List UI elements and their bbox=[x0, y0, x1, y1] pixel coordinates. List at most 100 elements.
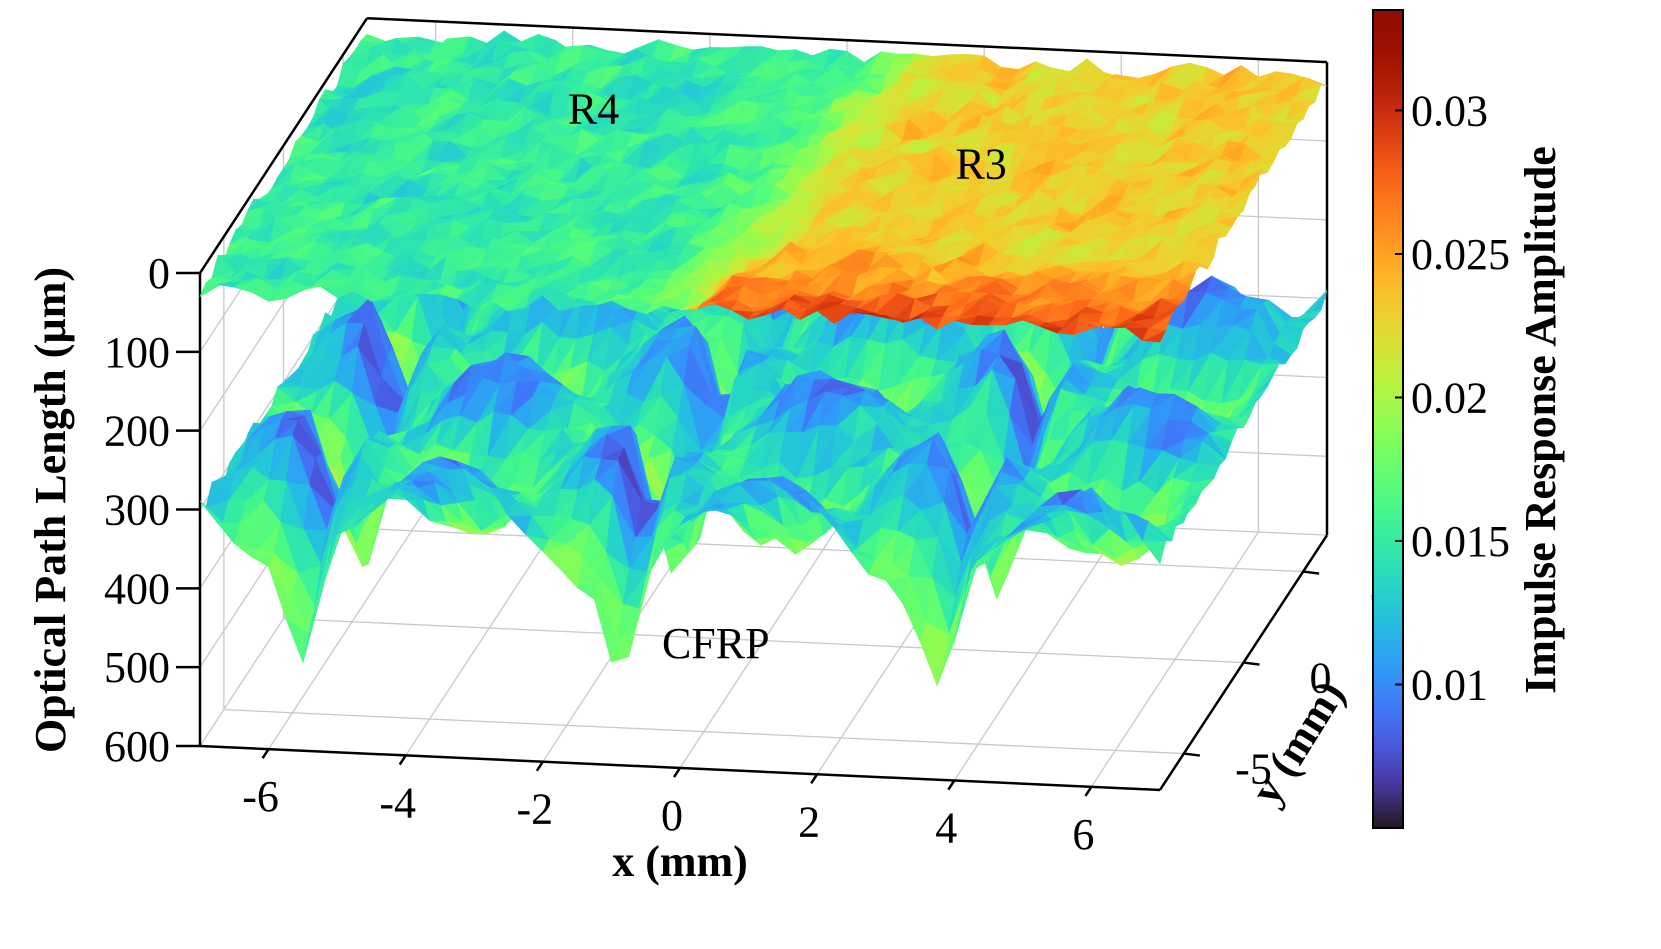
cfrp-facet bbox=[635, 498, 659, 538]
cfrp-facet bbox=[591, 382, 616, 405]
cfrp-facet bbox=[1244, 330, 1269, 361]
cfrp-facet bbox=[303, 484, 328, 531]
cfrp-facet bbox=[593, 300, 618, 336]
cfrp-facet bbox=[760, 505, 784, 526]
cfrp-facet bbox=[1196, 440, 1221, 466]
cfrp-facet bbox=[620, 343, 645, 377]
cfrp-facet bbox=[605, 495, 630, 570]
cfrp-facet bbox=[317, 356, 342, 391]
cfrp-facet bbox=[1250, 308, 1275, 345]
cfrp-facet bbox=[1053, 456, 1077, 482]
cfrp-facet bbox=[725, 508, 750, 527]
grid-line bbox=[223, 708, 1184, 755]
cfrp-facet bbox=[799, 334, 823, 356]
cfrp-facet bbox=[1095, 370, 1120, 380]
cfrp-facet bbox=[783, 525, 807, 543]
cfrp-surface bbox=[199, 204, 1328, 687]
cfrp-facet bbox=[1262, 300, 1287, 324]
cfrp-facet bbox=[1017, 479, 1042, 497]
cfrp-facet bbox=[800, 525, 825, 543]
cfrp-facet bbox=[865, 390, 889, 401]
cfrp-facet bbox=[311, 380, 336, 414]
cfrp-facet bbox=[388, 331, 413, 344]
cfrp-facet bbox=[363, 297, 388, 358]
cfrp-facet bbox=[1213, 423, 1238, 433]
cfrp-facet bbox=[1121, 442, 1146, 492]
cfrp-facet bbox=[269, 435, 293, 480]
r3-r4-surface bbox=[199, 30, 1328, 343]
cfrp-facet bbox=[722, 406, 747, 437]
cfrp-facet bbox=[389, 443, 414, 470]
cfrp-facet bbox=[926, 438, 951, 470]
cfrp-facet bbox=[554, 488, 579, 517]
cfrp-facet bbox=[383, 446, 408, 476]
cfrp-facet bbox=[1176, 324, 1201, 359]
cfrp-facet bbox=[1172, 458, 1198, 480]
cfrp-facet bbox=[322, 418, 347, 448]
cfrp-facet bbox=[962, 406, 987, 443]
cfrp-facet bbox=[461, 343, 485, 354]
cfrp-facet bbox=[587, 326, 612, 362]
cfrp-facet bbox=[738, 460, 763, 479]
cfrp-facet bbox=[685, 305, 710, 328]
cfrp-facet bbox=[314, 504, 339, 608]
cfrp-facet bbox=[434, 481, 459, 506]
cfrp-facet bbox=[271, 386, 296, 407]
cfrp-facet bbox=[438, 323, 462, 354]
cfrp-facet bbox=[474, 296, 498, 334]
cfrp-facet bbox=[1297, 309, 1322, 320]
cfrp-facet bbox=[816, 310, 840, 343]
cfrp-facet bbox=[903, 463, 928, 496]
cfrp-facet bbox=[263, 411, 288, 429]
cfrp-facet bbox=[309, 457, 333, 508]
cfrp-facet bbox=[1238, 359, 1263, 400]
cfrp-facet bbox=[1015, 361, 1039, 422]
cfrp-facet bbox=[423, 498, 448, 522]
cfrp-facet bbox=[761, 431, 786, 470]
cfrp-facet bbox=[337, 454, 362, 505]
cfrp-facet bbox=[1199, 292, 1224, 326]
cfrp-facet bbox=[1087, 440, 1112, 485]
cfrp-facet bbox=[474, 499, 499, 532]
cfrp-facet bbox=[455, 348, 480, 372]
cfrp-facet bbox=[522, 355, 547, 373]
cfrp-facet bbox=[793, 341, 817, 363]
cfrp-facet bbox=[727, 445, 751, 457]
cfrp-facet bbox=[683, 343, 708, 407]
cfrp-facet bbox=[1204, 352, 1229, 402]
cfrp-facet bbox=[980, 329, 1005, 351]
cfrp-facet bbox=[1267, 343, 1293, 358]
cfrp-facet bbox=[706, 395, 731, 406]
cfrp-facet bbox=[700, 404, 725, 451]
cfrp-facet bbox=[1215, 399, 1240, 428]
cfrp-facet bbox=[549, 461, 573, 490]
cfrp-facet bbox=[773, 375, 798, 421]
cfrp-facet bbox=[733, 425, 758, 452]
cfrp-facet bbox=[824, 467, 849, 500]
cfrp-facet bbox=[674, 501, 698, 511]
cfrp-facet bbox=[971, 484, 996, 553]
cfrp-facet bbox=[399, 487, 424, 500]
axis-line bbox=[198, 17, 369, 274]
cfrp-facet bbox=[535, 321, 560, 377]
cfrp-facet bbox=[742, 502, 768, 527]
cfrp-facet bbox=[951, 386, 976, 421]
cfrp-facet bbox=[853, 404, 878, 442]
cfrp-facet bbox=[657, 501, 681, 528]
cfrp-facet bbox=[1285, 317, 1310, 324]
cfrp-facet bbox=[886, 463, 910, 503]
cfrp-facet bbox=[934, 388, 959, 407]
cfrp-facet bbox=[588, 479, 613, 526]
cfrp-facet bbox=[480, 526, 505, 535]
cfrp-facet bbox=[910, 405, 936, 419]
cfrp-facet bbox=[280, 481, 305, 530]
cfrp-facet bbox=[669, 456, 694, 479]
cfrp-facet bbox=[937, 501, 962, 564]
cfrp-facet bbox=[348, 478, 374, 501]
cfrp-facet bbox=[452, 415, 477, 452]
cfrp-facet bbox=[648, 434, 673, 459]
cfrp-facet bbox=[744, 433, 769, 462]
cfrp-facet bbox=[940, 363, 965, 403]
cfrp-facet bbox=[813, 425, 837, 477]
cfrp-facet bbox=[1037, 388, 1062, 466]
